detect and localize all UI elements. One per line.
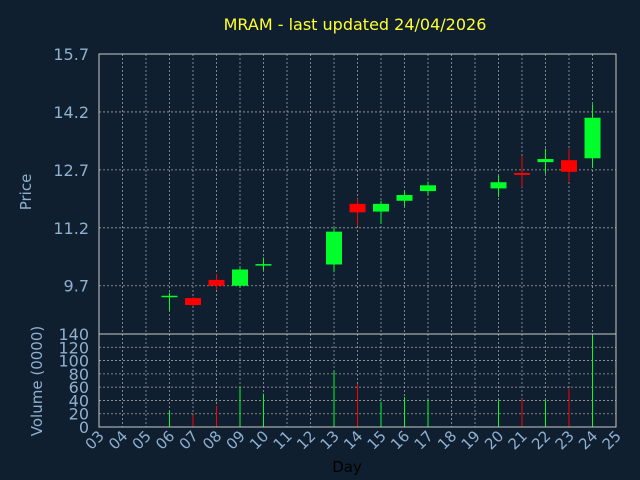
x-axis: 0304050607080910111213141516171819202122…: [82, 427, 625, 453]
price-panel: 9.7 11.2 12.7 14.2 15.7: [53, 45, 617, 335]
x-axis-label: Day: [332, 458, 362, 476]
candle-body: [349, 203, 366, 213]
candle: [373, 200, 389, 224]
candle-body: [373, 203, 389, 212]
price-tick-label: 14.2: [53, 103, 89, 122]
candle: [514, 156, 530, 188]
volume-tick-label: 140: [58, 325, 89, 344]
candle: [161, 292, 178, 311]
candle-body: [561, 160, 577, 172]
candle: [185, 297, 201, 306]
volume-tick-label: 80: [69, 365, 89, 384]
volume-tick-label: 0: [79, 418, 89, 437]
candle-body: [537, 159, 554, 163]
candle-body: [208, 279, 225, 286]
volume-axis-label: Volume (0000): [28, 326, 46, 436]
volume-tick-label: 40: [69, 391, 89, 410]
candle: [232, 266, 248, 288]
candle-body: [584, 117, 601, 159]
candle: [208, 274, 225, 290]
candle: [537, 148, 554, 174]
volume-tick-label: 60: [69, 378, 89, 397]
candle-body: [326, 231, 342, 265]
price-tick-label: 11.2: [53, 219, 89, 238]
candle: [584, 104, 601, 168]
price-tick-label: 12.7: [53, 161, 89, 180]
candle-body: [255, 264, 272, 266]
candle: [349, 198, 366, 226]
candle-body: [514, 172, 530, 175]
candle: [326, 227, 342, 273]
candle: [255, 257, 272, 271]
volume-tick-label: 120: [58, 338, 89, 357]
candle-body: [161, 295, 178, 298]
volume-frame: [98, 333, 617, 428]
price-tick-label: 15.7: [53, 45, 89, 64]
candle-body: [232, 269, 248, 286]
candle: [561, 148, 577, 182]
price-axis-label: Price: [17, 174, 35, 211]
candle-body: [420, 185, 436, 192]
chart-title: MRAM - last updated 24/04/2026: [224, 15, 487, 34]
volume-tick-label: 20: [69, 405, 89, 424]
candle-body: [396, 194, 413, 201]
candle-body: [185, 298, 201, 306]
volume-tick-label: 100: [58, 352, 89, 371]
candle: [396, 191, 413, 207]
candle: [420, 181, 436, 195]
candle: [490, 175, 507, 197]
candle-body: [490, 182, 507, 189]
price-tick-label: 9.7: [64, 277, 89, 296]
